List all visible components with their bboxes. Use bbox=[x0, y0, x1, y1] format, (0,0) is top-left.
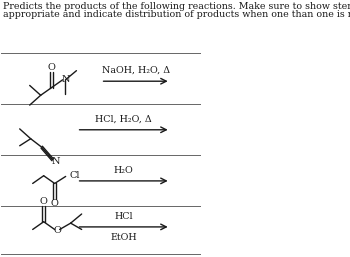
Text: O: O bbox=[51, 199, 58, 208]
Text: Predicts the products of the following reactions. Make sure to show stereochemis: Predicts the products of the following r… bbox=[3, 2, 350, 11]
Text: O: O bbox=[48, 63, 56, 72]
Text: appropriate and indicate distribution of products when one than one is made.: appropriate and indicate distribution of… bbox=[3, 10, 350, 19]
Text: O: O bbox=[53, 226, 61, 235]
Text: HCl: HCl bbox=[114, 212, 133, 221]
Text: O: O bbox=[40, 197, 48, 206]
Text: N: N bbox=[51, 157, 60, 166]
Text: N: N bbox=[61, 75, 70, 84]
Text: HCl, H₂O, Δ: HCl, H₂O, Δ bbox=[95, 114, 152, 123]
Text: NaOH, H₂O, Δ: NaOH, H₂O, Δ bbox=[102, 66, 170, 75]
Text: Cl: Cl bbox=[69, 171, 80, 180]
Text: H₂O: H₂O bbox=[114, 166, 133, 175]
Text: EtOH: EtOH bbox=[110, 233, 137, 242]
